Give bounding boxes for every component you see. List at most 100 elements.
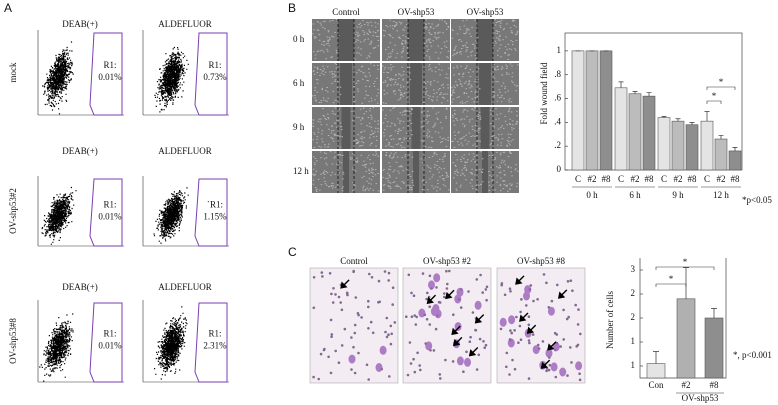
image-title: Control bbox=[340, 256, 368, 266]
y-axis-label: Fold wound field bbox=[539, 62, 549, 124]
gate-percent: 0.01% bbox=[98, 211, 122, 221]
x-tick-label: #2 bbox=[682, 380, 691, 390]
wound-gap bbox=[408, 19, 424, 61]
scatter-cloud bbox=[39, 313, 74, 382]
panel-letter: B bbox=[288, 1, 296, 15]
bar bbox=[714, 138, 728, 171]
wound-gap bbox=[410, 63, 422, 105]
y-tick-label: 2 bbox=[631, 312, 636, 322]
row-label: 0 h bbox=[293, 34, 305, 44]
arrow bbox=[340, 279, 350, 289]
arrow bbox=[526, 324, 537, 334]
bar-label: #2 bbox=[717, 174, 726, 184]
y-tick-label: 2 bbox=[631, 288, 636, 298]
bar bbox=[585, 50, 599, 171]
gate bbox=[89, 302, 123, 383]
plot-title: DEAB(+) bbox=[62, 19, 98, 29]
bar bbox=[704, 317, 724, 379]
wound-gap bbox=[479, 63, 491, 105]
cell-texture bbox=[382, 107, 449, 148]
arrow bbox=[547, 341, 557, 351]
wound-gap bbox=[341, 107, 351, 149]
scatter-cloud bbox=[41, 186, 77, 245]
group-label: 0 h bbox=[586, 190, 598, 200]
note: *p<0.05 bbox=[742, 195, 772, 205]
gate-label: R1: bbox=[208, 329, 221, 339]
x-tick-label: #8 bbox=[710, 380, 720, 390]
row-label: 12 h bbox=[293, 166, 309, 176]
significance: * bbox=[683, 257, 688, 267]
arrow bbox=[445, 289, 455, 300]
cell-texture bbox=[312, 19, 380, 60]
gate-label: R1: bbox=[103, 60, 116, 70]
y-tick-label: .8 bbox=[554, 69, 561, 79]
bar bbox=[671, 120, 685, 171]
scatter-cloud bbox=[154, 306, 188, 380]
error-bar bbox=[689, 121, 695, 125]
invaded-cells bbox=[348, 345, 387, 372]
bar bbox=[685, 124, 699, 171]
arrow bbox=[540, 359, 551, 370]
panel-letter: C bbox=[288, 245, 297, 259]
wound-gap bbox=[482, 151, 488, 193]
note: *, p<0.001 bbox=[733, 350, 772, 360]
error-bar bbox=[732, 147, 738, 151]
y-tick-label: 0 bbox=[557, 164, 562, 174]
significance: * bbox=[669, 274, 674, 284]
error-bar bbox=[718, 135, 724, 140]
row-label: OV-shp53#2 bbox=[8, 188, 18, 234]
gate-label: R1: bbox=[103, 199, 116, 209]
row-label: 9 h bbox=[293, 122, 305, 132]
panel-letter: A bbox=[4, 1, 12, 15]
image-title: OV-shp53 #8 bbox=[517, 256, 565, 266]
y-tick-label: 1 bbox=[557, 45, 562, 55]
error-bar bbox=[661, 116, 667, 118]
bar bbox=[599, 50, 613, 171]
bar bbox=[614, 87, 628, 171]
error-bar bbox=[632, 91, 638, 94]
plot-title: DEAB(+) bbox=[62, 282, 98, 292]
group-label: 9 h bbox=[672, 190, 684, 200]
wound-gap bbox=[477, 19, 493, 61]
arrow bbox=[452, 336, 463, 347]
gate-percent: 0.01% bbox=[98, 72, 122, 82]
bar-label: #8 bbox=[731, 174, 741, 184]
bar-label: #8 bbox=[688, 174, 698, 184]
arrow bbox=[515, 275, 525, 285]
gate bbox=[89, 32, 123, 116]
bar-label: #2 bbox=[588, 174, 597, 184]
gate-percent: 0.73% bbox=[203, 72, 227, 82]
error-bar bbox=[711, 308, 717, 318]
wound-gap bbox=[411, 107, 421, 149]
y-tick-label: .6 bbox=[554, 93, 561, 103]
gate-label: `R1: bbox=[207, 199, 223, 209]
bar bbox=[628, 93, 642, 171]
y-tick-label: .4 bbox=[554, 116, 561, 126]
row-label: mock bbox=[8, 62, 18, 82]
gate bbox=[89, 178, 123, 247]
cell-texture bbox=[312, 151, 380, 192]
x-tick-label: Con bbox=[648, 380, 664, 390]
plot-title: ALDEFLUOR bbox=[158, 146, 212, 156]
wound-gap bbox=[340, 63, 352, 105]
y-tick-label: 1 bbox=[631, 360, 636, 370]
bar bbox=[676, 298, 696, 379]
gate bbox=[194, 302, 228, 383]
bar-label: C bbox=[661, 174, 667, 184]
arrow bbox=[474, 314, 485, 324]
cell-texture bbox=[382, 151, 450, 192]
bar bbox=[646, 363, 666, 379]
cell-texture bbox=[382, 63, 450, 104]
plot-title: ALDEFLUOR bbox=[158, 19, 212, 29]
bar-label: C bbox=[575, 174, 581, 184]
gate-label: R1: bbox=[103, 329, 116, 339]
bar-label: #8 bbox=[645, 174, 655, 184]
error-bar bbox=[646, 92, 652, 97]
group-label: OV-shp53 bbox=[682, 393, 719, 403]
plot-title: DEAB(+) bbox=[62, 146, 98, 156]
error-bar bbox=[683, 267, 689, 299]
bar bbox=[728, 150, 742, 171]
y-tick-label: 1 bbox=[631, 336, 636, 346]
wound-gap bbox=[480, 107, 490, 149]
wound-gap bbox=[338, 19, 354, 61]
